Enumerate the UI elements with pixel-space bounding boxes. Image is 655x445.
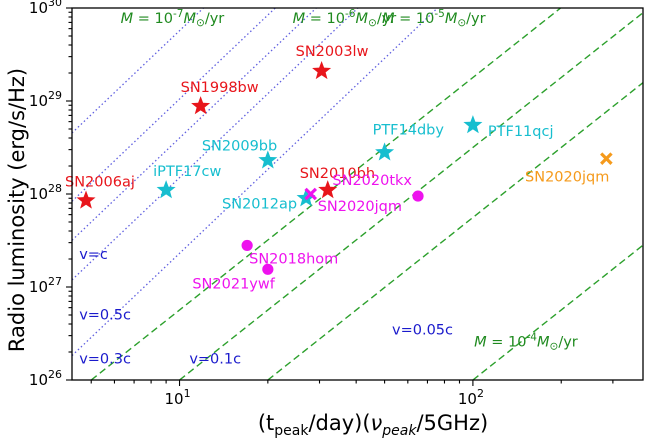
data-point-label: SN2006aj (65, 175, 135, 191)
plot-frame (71, 7, 644, 381)
data-point-label: iPTF17cw (153, 164, 221, 180)
mass-loss-line-label: M = 10-5M⊙/yr (382, 8, 486, 29)
y-tick-label: 1030 (29, 0, 62, 17)
y-tick-label: 1029 (29, 89, 62, 110)
data-point-marker (258, 150, 278, 169)
y-tick-label: 1028 (29, 182, 62, 203)
y-axis-title: Radio luminosity (erg/s/Hz) (5, 68, 29, 352)
data-point-marker (191, 96, 211, 115)
data-point-label: SN1998bw (181, 80, 259, 96)
velocity-line (72, 8, 359, 281)
data-point-label: SN2020tkx (332, 173, 412, 189)
data-point-marker (318, 180, 338, 199)
data-point-marker (600, 152, 613, 165)
mass-loss-line-label: M = 10-7M⊙/yr (121, 8, 225, 29)
data-point-label: SN2009bb (202, 138, 277, 154)
data-point-label: SN2020jqm (525, 170, 609, 186)
data-point-marker (463, 115, 483, 134)
data-point-label: SN2012ap (222, 196, 297, 212)
y-tick-label: 1027 (29, 275, 62, 296)
data-point-label: SN2021ywf (192, 276, 275, 292)
data-point-label: SN2003lw (296, 44, 369, 60)
data-point-marker (312, 61, 332, 80)
x-axis-title: (tpeak/day)(νpeak/5GHz) (258, 411, 488, 439)
data-point-marker (304, 187, 318, 201)
velocity-line-label: v=0.5c (79, 307, 131, 323)
velocity-line (72, 8, 205, 134)
data-point-label: PTF14dby (373, 122, 445, 138)
data-point-marker (262, 263, 274, 275)
mass-loss-line-label: M = 10-4M⊙/yr (474, 331, 578, 352)
velocity-line (72, 8, 318, 241)
data-point-label: PTF11qcj (488, 124, 554, 140)
velocity-line-label: v=0.05c (392, 322, 453, 338)
x-tick-label: 102 (458, 387, 484, 408)
data-point-label: SN2020jqm (318, 199, 402, 215)
mass-loss-line-label: M = 10-6M⊙/yr (293, 8, 397, 29)
velocity-line-label: v=0.3c (79, 352, 131, 368)
mass-loss-line (267, 81, 643, 380)
velocity-line (72, 8, 439, 357)
velocity-line (72, 8, 277, 202)
mass-loss-line (472, 244, 643, 380)
data-point-marker (241, 239, 253, 252)
data-point-label: SN2010bh (300, 166, 375, 182)
data-point-marker (412, 190, 424, 202)
velocity-line-label: v=0.1c (189, 352, 241, 368)
y-tick-label: 1026 (29, 368, 62, 389)
x-tick-label: 101 (164, 387, 190, 408)
data-point-marker (76, 190, 96, 209)
data-point-label: SN2018hom (249, 251, 338, 267)
data-point-marker (156, 180, 176, 199)
velocity-line-label: v=c (79, 247, 108, 263)
data-point-marker (375, 142, 395, 161)
